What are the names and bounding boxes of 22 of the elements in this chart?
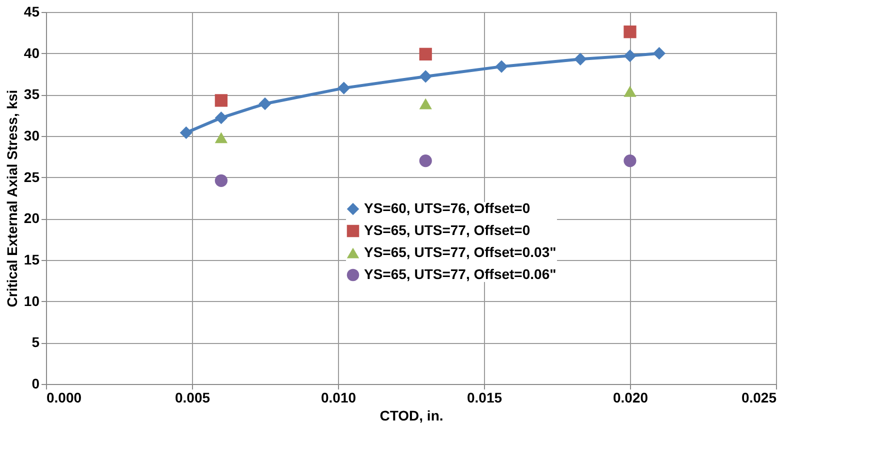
y-tick-label: 0: [32, 376, 40, 392]
y-tick-label: 20: [24, 210, 40, 226]
y-tick-label: 15: [24, 252, 40, 268]
y-tick-label: 5: [32, 334, 40, 350]
legend-label: YS=65, UTS=77, Offset=0.06": [364, 266, 556, 282]
y-tick-label: 25: [24, 168, 40, 185]
y-axis-title: Critical External Axial Stress, ksi: [4, 90, 20, 308]
y-tick-label: 30: [24, 128, 40, 144]
x-tick-label: 0.015: [466, 390, 502, 406]
x-axis-title: CTOD, in.: [380, 408, 444, 424]
legend-label: YS=65, UTS=77, Offset=0.03": [364, 244, 556, 260]
y-tick-label: 40: [24, 44, 40, 61]
y-tick-label: 35: [24, 86, 40, 102]
legend-label: YS=65, UTS=77, Offset=0: [364, 222, 530, 238]
x-tick-label: 0.025: [741, 390, 777, 406]
x-tick-label: 0.020: [612, 390, 648, 406]
y-tick-label: 45: [24, 4, 40, 20]
x-tick-label: 0.010: [320, 390, 356, 406]
x-tick-label: 0.000: [46, 390, 82, 406]
x-tick-label: 0.005: [174, 390, 210, 406]
legend-label: YS=60, UTS=76, Offset=0: [364, 200, 530, 216]
y-tick-label: 10: [24, 292, 40, 309]
